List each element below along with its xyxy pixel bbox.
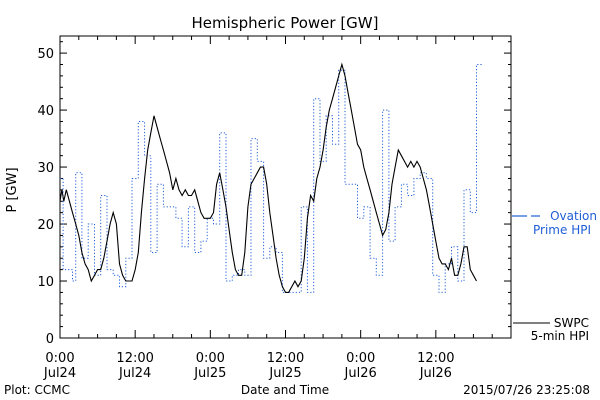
y-tick-label: 40 xyxy=(37,104,54,119)
y-axis-label: P [GW] xyxy=(5,167,20,212)
legend-label-ovation-line2: Prime HPI xyxy=(533,223,591,237)
x-tick-label-date: Jul26 xyxy=(344,366,377,381)
series-line-swpc-5min-hpi xyxy=(59,62,477,293)
x-tick-label-time: 12:00 xyxy=(417,351,454,366)
legend-label-ovation-line1: Ovation xyxy=(550,209,597,223)
x-tick-label-time: 0:00 xyxy=(196,351,225,366)
x-tick-label-date: Jul25 xyxy=(268,366,301,381)
x-tick-label-date: Jul25 xyxy=(193,366,226,381)
y-tick-label: 50 xyxy=(37,47,54,62)
footer-timestamp: 2015/07/26 23:25:08 xyxy=(463,383,590,397)
footer-credit: Plot: CCMC xyxy=(4,383,70,397)
x-tick-label-date: Jul24 xyxy=(43,366,76,381)
x-axis-ticks: 0:00Jul2412:00Jul240:00Jul2512:00Jul250:… xyxy=(43,36,493,381)
x-tick-label-date: Jul26 xyxy=(419,366,452,381)
y-tick-label: 0 xyxy=(46,332,54,347)
y-tick-label: 20 xyxy=(37,218,54,233)
x-tick-label-time: 12:00 xyxy=(116,351,153,366)
x-tick-label-time: 0:00 xyxy=(45,351,74,366)
y-tick-label: 30 xyxy=(37,161,54,176)
legend-label-swpc-line1: SWPC xyxy=(554,316,589,330)
x-tick-label-time: 12:00 xyxy=(267,351,304,366)
legend-label-swpc-line2: 5-min HPI xyxy=(531,329,589,343)
x-tick-label-date: Jul24 xyxy=(118,366,151,381)
x-axis-label: Date and Time xyxy=(241,383,329,397)
chart-title: Hemispheric Power [GW] xyxy=(192,14,379,32)
legend-ovation: Ovation Prime HPI xyxy=(512,209,597,237)
legend-swpc: SWPC 5-min HPI xyxy=(513,316,589,343)
x-tick-label-time: 0:00 xyxy=(346,351,375,366)
series-line-ovation-prime-hpi xyxy=(60,64,482,293)
y-axis-ticks: 0 10 20 30 40 50 xyxy=(37,41,511,347)
y-tick-label: 10 xyxy=(37,275,54,290)
